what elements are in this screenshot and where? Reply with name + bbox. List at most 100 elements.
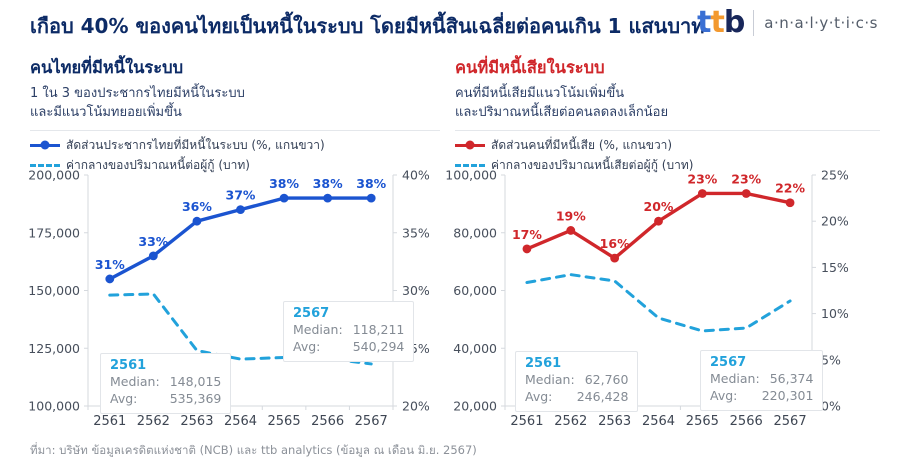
legend-item-share: สัดส่วนประชากรไทยที่มีหนี้ในระบบ (%, แกน… (30, 137, 440, 154)
annotation-2561: 2561 Median: 148,015 Avg: 535,369 (100, 353, 232, 414)
svg-text:2566: 2566 (730, 414, 763, 429)
annotation-year: 2567 (293, 306, 330, 321)
svg-text:20,000: 20,000 (453, 399, 497, 414)
svg-text:125,000: 125,000 (28, 341, 80, 356)
svg-text:25%: 25% (821, 168, 849, 183)
annotation-median-row: Median: 148,015 (110, 374, 221, 391)
avg-label: Avg: (525, 388, 553, 404)
svg-text:2566: 2566 (311, 414, 344, 429)
svg-text:23%: 23% (731, 171, 761, 186)
svg-text:20%: 20% (821, 214, 849, 229)
annotation-2567: 2567 Median: 118,211 Avg: 540,294 (283, 301, 415, 362)
ttb-analytics-logo: t t b a·n·a·l·y·t·i·c·s (697, 8, 878, 38)
avg-value: 246,428 (576, 388, 629, 404)
source-note: ที่มา: บริษัท ข้อมูลเครดิตแห่งชาติ (NCB)… (30, 443, 477, 457)
svg-text:100,000: 100,000 (445, 168, 497, 183)
analytics-wordmark: a·n·a·l·y·t·i·c·s (764, 14, 878, 32)
solid-red-line-swatch (455, 140, 485, 150)
logo-letter-t-orange: t (710, 5, 724, 40)
avg-value: 540,294 (352, 338, 405, 354)
svg-text:175,000: 175,000 (28, 225, 80, 240)
marker-dot (465, 140, 475, 150)
legend-label: สัดส่วนคนที่มีหนี้เสีย (%, แกนขวา) (491, 137, 673, 152)
svg-text:2564: 2564 (224, 414, 257, 429)
annotation-median-row: Median: 56,374 (710, 371, 813, 388)
svg-text:5%: 5% (821, 352, 841, 367)
formal-debt-chart-title: คนไทยที่มีหนี้ในระบบ (30, 58, 184, 77)
legend-item-share: สัดส่วนคนที่มีหนี้เสีย (%, แกนขวา) (455, 137, 880, 154)
annotation-year: 2561 (525, 356, 562, 371)
bad-debt-chart-subtitle: คนที่มีหนี้เสียมีแนวโน้มเพิ่มขึ้น และปริ… (455, 86, 669, 120)
svg-text:33%: 33% (138, 234, 168, 249)
legend-label: สัดส่วนประชากรไทยที่มีหนี้ในระบบ (%, แกน… (66, 137, 325, 152)
median-value: 118,211 (352, 322, 405, 337)
annotation-avg-row: Avg: 535,369 (110, 391, 221, 408)
legend-label: ค่ากลางของปริมาณหนี้ต่อผู้กู้ (บาท) (66, 157, 250, 172)
median-label: Median: (525, 372, 575, 387)
svg-text:2565: 2565 (686, 414, 719, 429)
svg-text:2562: 2562 (554, 414, 587, 429)
formal-debt-chart-subtitle: 1 ใน 3 ของประชากรไทยมีหนี้ในระบบ และมีแน… (30, 86, 245, 120)
marker-dot (40, 140, 50, 150)
page-title: เกือบ 40% ของคนไทยเป็นหนี้ในระบบ โดยมีหน… (30, 14, 705, 38)
svg-text:2561: 2561 (93, 414, 126, 429)
svg-text:17%: 17% (512, 227, 542, 242)
annotation-year: 2567 (710, 355, 747, 370)
legend-label: ค่ากลางของปริมาณหนี้เสียต่อผู้กู้ (บาท) (491, 157, 694, 172)
svg-text:150,000: 150,000 (28, 283, 80, 298)
svg-text:2561: 2561 (510, 414, 543, 429)
svg-text:23%: 23% (687, 171, 717, 186)
svg-text:35%: 35% (402, 225, 430, 240)
svg-text:38%: 38% (269, 176, 299, 191)
annotation-median-row: Median: 118,211 (293, 322, 404, 339)
divider (455, 129, 880, 131)
panel-bad-debt: คนที่มีหนี้เสียในระบบ คนที่มีหนี้เสียมีแ… (445, 55, 880, 429)
logo-divider (753, 10, 755, 36)
svg-text:2563: 2563 (598, 414, 631, 429)
panel-formal-debt: คนไทยที่มีหนี้ในระบบ 1 ใน 3 ของประชากรไท… (28, 55, 440, 429)
logo-letter-t-blue: t (697, 5, 711, 40)
svg-text:0%: 0% (821, 399, 841, 414)
bad-debt-legend: สัดส่วนคนที่มีหนี้เสีย (%, แกนขวา) ค่ากล… (455, 137, 880, 174)
annotation-avg-row: Avg: 220,301 (710, 388, 813, 405)
svg-text:20%: 20% (644, 199, 674, 214)
median-value: 62,760 (584, 372, 629, 387)
annotation-year: 2561 (110, 358, 147, 373)
legend-item-median: ค่ากลางของปริมาณหนี้ต่อผู้กู้ (บาท) (30, 157, 440, 174)
divider (30, 129, 440, 131)
annotation-avg-row: Avg: 540,294 (293, 339, 404, 356)
svg-text:60,000: 60,000 (453, 283, 497, 298)
svg-text:40%: 40% (402, 168, 430, 183)
svg-text:2562: 2562 (137, 414, 170, 429)
svg-text:37%: 37% (226, 188, 256, 203)
bad-debt-chart-title: คนที่มีหนี้เสียในระบบ (455, 58, 605, 77)
avg-label: Avg: (110, 390, 138, 406)
svg-text:38%: 38% (356, 176, 386, 191)
svg-text:10%: 10% (821, 306, 849, 321)
svg-text:19%: 19% (556, 208, 586, 223)
median-value: 56,374 (769, 371, 814, 386)
svg-text:31%: 31% (95, 257, 125, 272)
bad-debt-chart: 100,000 80,000 60,000 40,000 20,000 25% 20% 15%… (445, 168, 849, 430)
median-label: Median: (110, 374, 160, 389)
svg-text:80,000: 80,000 (453, 225, 497, 240)
solid-blue-line-swatch (30, 140, 60, 150)
annotation-median-row: Median: 62,760 (525, 372, 628, 389)
dashed-cyan-line-swatch (455, 163, 485, 167)
svg-text:20%: 20% (402, 399, 430, 414)
avg-label: Avg: (710, 387, 738, 403)
avg-label: Avg: (293, 338, 321, 354)
svg-text:15%: 15% (821, 260, 849, 275)
svg-text:2564: 2564 (642, 414, 675, 429)
svg-text:2565: 2565 (268, 414, 301, 429)
avg-value: 220,301 (761, 387, 814, 403)
annotation-2567: 2567 Median: 56,374 Avg: 220,301 (700, 350, 824, 411)
svg-text:40,000: 40,000 (453, 341, 497, 356)
dashed-cyan-line-swatch (30, 163, 60, 167)
median-label: Median: (710, 371, 760, 386)
avg-value: 535,369 (169, 390, 222, 406)
svg-text:100,000: 100,000 (28, 399, 80, 414)
median-value: 148,015 (169, 374, 222, 389)
legend-item-median: ค่ากลางของปริมาณหนี้เสียต่อผู้กู้ (บาท) (455, 157, 880, 174)
